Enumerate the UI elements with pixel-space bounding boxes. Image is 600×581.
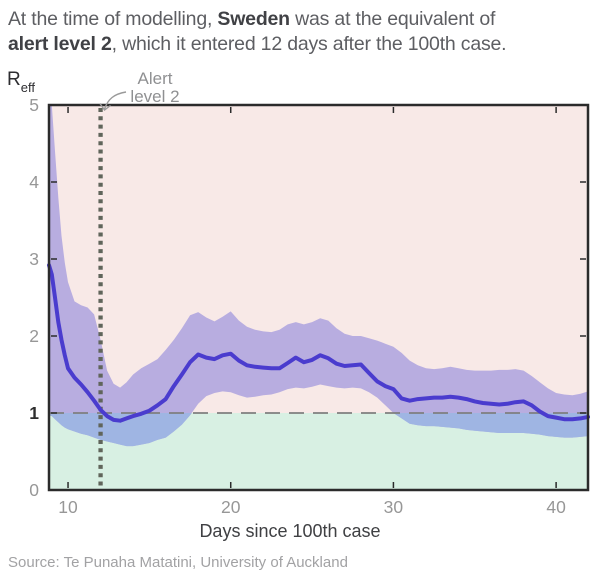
title-bold-alert-level: alert level 2 — [8, 33, 112, 55]
x-tick-label: 30 — [384, 497, 404, 517]
credible-band — [49, 105, 588, 447]
title-text: was at the equivalent of — [289, 8, 496, 30]
title-text: , which it entered 12 days after the 100… — [111, 33, 507, 55]
x-tick-label: 10 — [58, 497, 78, 517]
reff-symbol: R — [7, 69, 21, 90]
title-text: At the time of modelling, — [8, 8, 218, 30]
reff-line — [47, 263, 590, 423]
reff-subscript: eff — [20, 79, 35, 95]
annotation-line-1: Alert — [137, 69, 173, 88]
y-tick-label: 2 — [29, 326, 39, 346]
y-tick-label: 4 — [29, 172, 39, 192]
plot-border — [47, 103, 590, 492]
title-line-2: alert level 2, which it entered 12 days … — [8, 32, 507, 57]
y-tick-label: 5 — [29, 95, 39, 115]
credible-band-below-threshold — [49, 413, 588, 447]
y-tick-label-threshold: 1 — [29, 403, 39, 423]
x-tick-label: 40 — [546, 497, 566, 517]
annotation-arrowhead — [99, 103, 111, 111]
y-tick-label: 0 — [29, 480, 39, 500]
chart-title: At the time of modelling, Sweden was at … — [8, 7, 507, 57]
source-credit: Source: Te Punaha Matatini, University o… — [8, 554, 348, 571]
title-line-1: At the time of modelling, Sweden was at … — [8, 7, 506, 32]
y-tick-label: 3 — [29, 249, 39, 269]
x-tick-label: 20 — [221, 497, 241, 517]
annotation-arrow — [103, 91, 127, 110]
title-bold-country: Sweden — [217, 8, 290, 30]
annotation-line-2: level 2 — [130, 87, 180, 106]
alert-level-annotation: Alert level 2 — [123, 70, 187, 106]
y-axis-title: Reff — [7, 69, 35, 95]
x-axis-title: Days since 100th case — [199, 521, 381, 541]
